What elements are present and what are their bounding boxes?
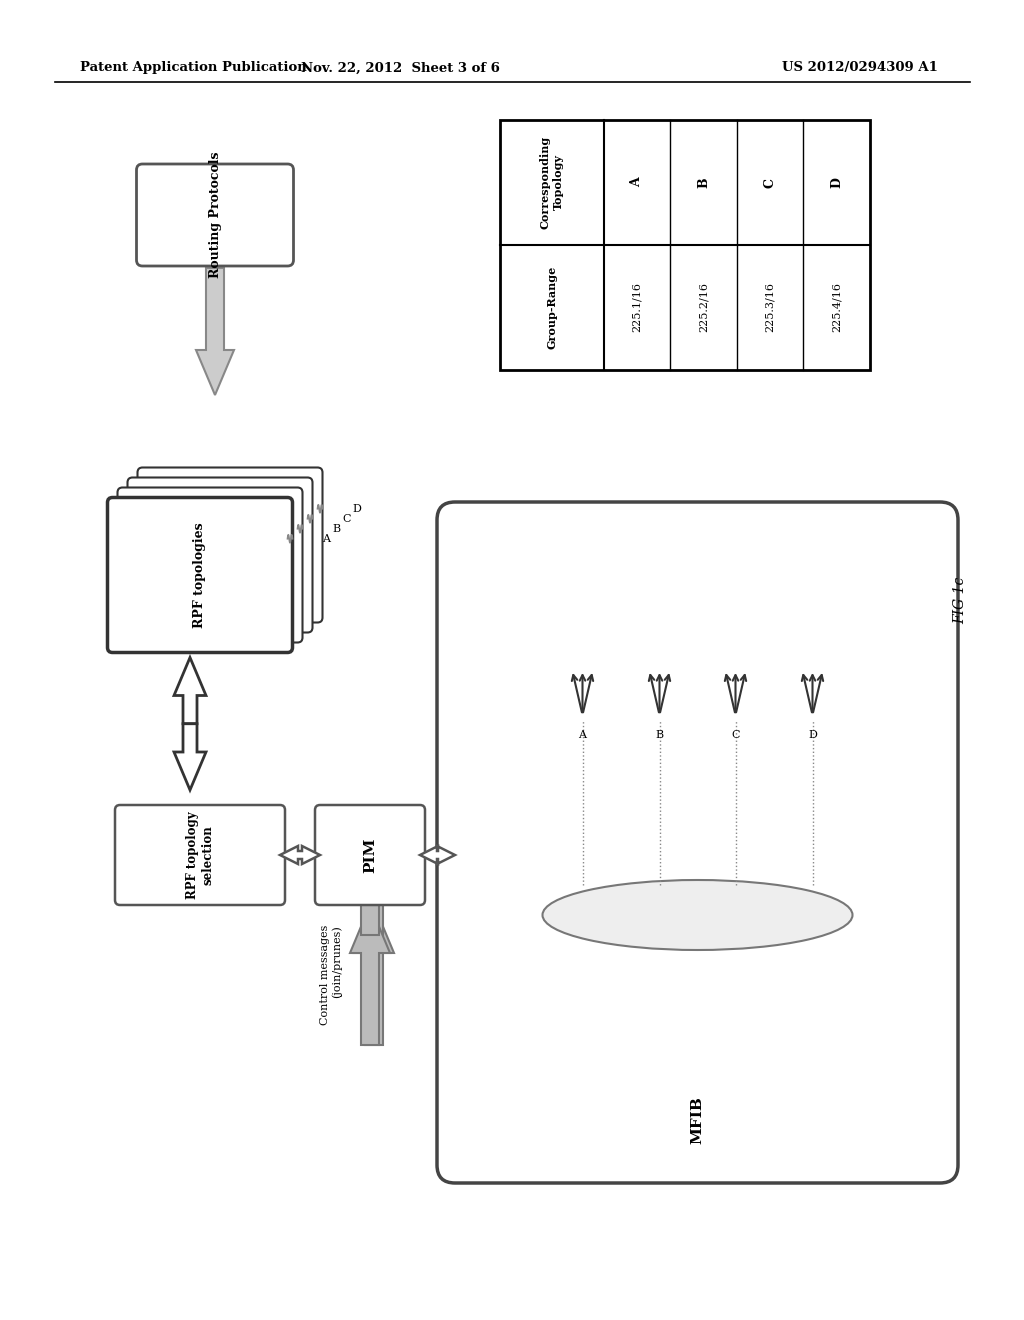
Text: D: D [808,730,817,741]
Text: US 2012/0294309 A1: US 2012/0294309 A1 [782,62,938,74]
Text: Patent Application Publication: Patent Application Publication [80,62,307,74]
Polygon shape [354,906,394,1045]
Text: A: A [631,178,643,187]
Polygon shape [420,846,455,865]
FancyBboxPatch shape [108,498,293,652]
FancyBboxPatch shape [136,164,294,267]
Text: RPF topology
selection: RPF topology selection [186,812,214,899]
Text: Routing Protocols: Routing Protocols [209,152,221,279]
Text: D: D [830,177,843,187]
Text: A: A [579,730,587,741]
Text: Nov. 22, 2012  Sheet 3 of 6: Nov. 22, 2012 Sheet 3 of 6 [301,62,500,74]
Text: FIG 1c: FIG 1c [953,577,967,623]
Text: 225.3/16: 225.3/16 [765,282,775,333]
Polygon shape [174,723,206,789]
FancyBboxPatch shape [128,478,312,632]
FancyBboxPatch shape [315,805,425,906]
Text: MFIB: MFIB [690,1096,705,1144]
Text: 225.2/16: 225.2/16 [698,282,709,333]
Text: B: B [655,730,664,741]
Text: PIM: PIM [362,837,377,873]
Text: B: B [333,524,341,533]
FancyBboxPatch shape [437,502,958,1183]
FancyBboxPatch shape [118,487,302,643]
Text: Group-Range: Group-Range [546,265,557,348]
Text: C: C [764,177,776,187]
Polygon shape [280,846,319,865]
Polygon shape [174,657,206,723]
FancyBboxPatch shape [115,805,285,906]
Polygon shape [350,906,390,1045]
Text: RPF topologies: RPF topologies [194,523,207,628]
Text: Corresponding
Topology: Corresponding Topology [540,136,563,230]
Polygon shape [196,268,234,395]
Text: D: D [352,504,361,513]
Text: 225.1/16: 225.1/16 [632,282,642,333]
Polygon shape [350,805,390,935]
Text: Control messages
(join/prunes): Control messages (join/prunes) [319,925,342,1026]
Text: 225.4/16: 225.4/16 [831,282,842,333]
Text: B: B [697,177,710,187]
FancyBboxPatch shape [137,467,323,623]
Bar [500,120,870,370]
Text: C: C [342,513,351,524]
Text: C: C [731,730,739,741]
Text: A: A [323,533,331,544]
Ellipse shape [543,880,853,950]
Polygon shape [354,805,394,935]
